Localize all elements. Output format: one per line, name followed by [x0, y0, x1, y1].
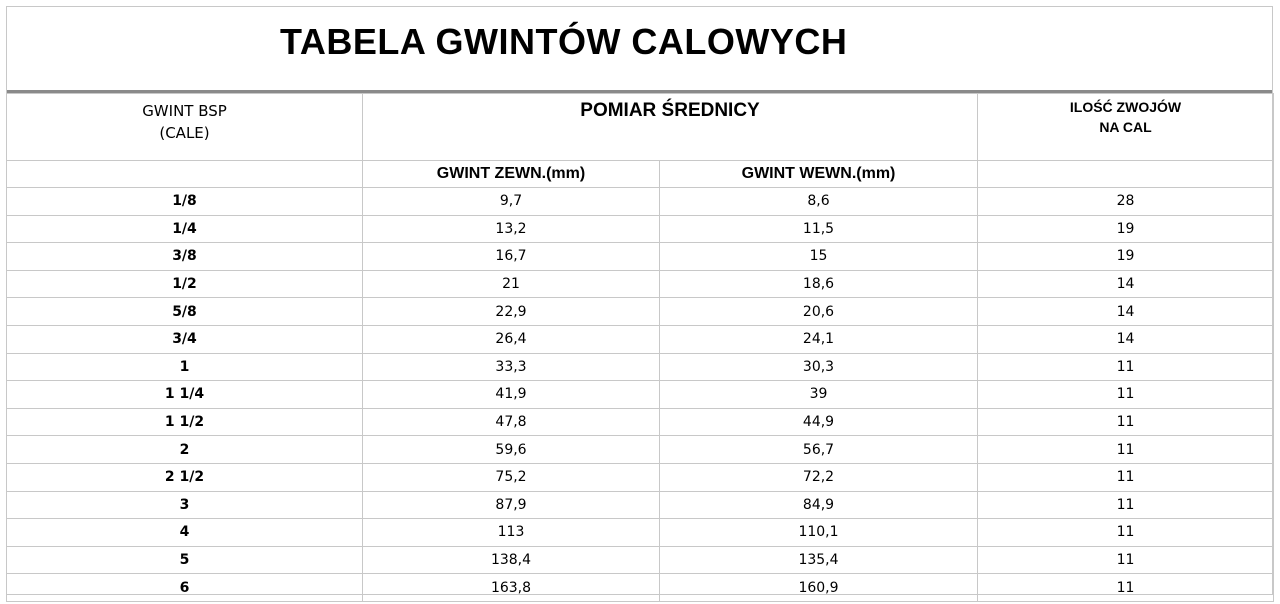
table-row: 4 113 110,1 11: [6, 518, 1274, 547]
cell-tpi: 14: [977, 269, 1274, 299]
cell-zewn: 16,7: [362, 242, 660, 271]
cell-tpi: 11: [977, 545, 1274, 575]
subheader-row: GWINT ZEWN.(mm) GWINT WEWN.(mm): [6, 160, 1274, 188]
title-row: TABELA GWINTÓW CALOWYCH: [7, 7, 1272, 93]
cell-zewn: 13,2: [362, 214, 660, 244]
cell-wewn: 8,6: [659, 187, 978, 216]
cell-bsp: 1 1/4: [6, 380, 363, 409]
cell-zewn: 87,9: [362, 490, 660, 520]
cell-bsp: 4: [6, 518, 363, 547]
cell-bsp: 1/8: [6, 187, 363, 216]
cell-wewn: 18,6: [659, 269, 978, 299]
cell-zewn: 41,9: [362, 380, 660, 409]
cell-bsp: 5: [6, 545, 363, 575]
cell-wewn: 11,5: [659, 214, 978, 244]
cell-tpi: 11: [977, 462, 1274, 492]
header-pomiar: POMIAR ŚREDNICY: [362, 93, 978, 161]
table-row: 1/2 21 18,6 14: [6, 269, 1274, 299]
cell-wewn: 39: [659, 380, 978, 409]
table-row: 5/8 22,9 20,6 14: [6, 297, 1274, 326]
table-row: 3/4 26,4 24,1 14: [6, 324, 1274, 354]
table-row: 1/8 9,7 8,6 28: [6, 187, 1274, 216]
header-ilosc: ILOŚĆ ZWOJÓW NA CAL: [977, 93, 1274, 161]
cell-tpi: 11: [977, 490, 1274, 520]
cell-tpi: 11: [977, 407, 1274, 437]
cell-zewn: 113: [362, 518, 660, 547]
page-title: TABELA GWINTÓW CALOWYCH: [280, 21, 848, 62]
header-bsp-line2: (CALE): [159, 124, 210, 142]
cell-wewn: 72,2: [659, 462, 978, 492]
cell-bsp: 3/8: [6, 242, 363, 271]
cell-bsp: 2 1/2: [6, 462, 363, 492]
cell-wewn: 160,9: [659, 573, 978, 602]
cell-zewn: 163,8: [362, 573, 660, 602]
cell-zewn: 9,7: [362, 187, 660, 216]
cell-tpi: 14: [977, 297, 1274, 326]
cell-zewn: 59,6: [362, 435, 660, 464]
cell-tpi: 11: [977, 518, 1274, 547]
cell-bsp: 1/4: [6, 214, 363, 244]
cell-wewn: 30,3: [659, 352, 978, 382]
subheader-empty: [977, 160, 1274, 188]
cell-tpi: 11: [977, 352, 1274, 382]
cell-bsp: 3/4: [6, 324, 363, 354]
cell-tpi: 28: [977, 187, 1274, 216]
cell-zewn: 33,3: [362, 352, 660, 382]
table-row: 1 1/2 47,8 44,9 11: [6, 407, 1274, 437]
cell-zewn: 22,9: [362, 297, 660, 326]
cell-wewn: 110,1: [659, 518, 978, 547]
header-bsp: GWINT BSP (CALE): [6, 93, 363, 161]
cell-wewn: 24,1: [659, 324, 978, 354]
cell-wewn: 84,9: [659, 490, 978, 520]
cell-tpi: 11: [977, 380, 1274, 409]
cell-zewn: 21: [362, 269, 660, 299]
cell-zewn: 47,8: [362, 407, 660, 437]
cell-bsp: 1: [6, 352, 363, 382]
cell-wewn: 20,6: [659, 297, 978, 326]
cell-bsp: 1 1/2: [6, 407, 363, 437]
header-wewn: GWINT WEWN.(mm): [659, 160, 978, 188]
cell-tpi: 19: [977, 242, 1274, 271]
cell-tpi: 11: [977, 573, 1274, 602]
table-row: 1 33,3 30,3 11: [6, 352, 1274, 382]
header-zewn: GWINT ZEWN.(mm): [362, 160, 660, 188]
table-row: 2 59,6 56,7 11: [6, 435, 1274, 464]
cell-tpi: 11: [977, 435, 1274, 464]
cell-tpi: 19: [977, 214, 1274, 244]
cell-wewn: 135,4: [659, 545, 978, 575]
thread-table-sheet: TABELA GWINTÓW CALOWYCH GWINT BSP (CALE)…: [6, 6, 1274, 602]
header-ilosc-line1: ILOŚĆ ZWOJÓW: [1069, 99, 1182, 115]
table-row: 3/8 16,7 15 19: [6, 242, 1274, 271]
cell-bsp: 6: [6, 573, 363, 602]
cell-zewn: 75,2: [362, 462, 660, 492]
thread-table: GWINT BSP (CALE) POMIAR ŚREDNICY ILOŚĆ Z…: [6, 93, 1274, 602]
table-row: 2 1/2 75,2 72,2 11: [6, 462, 1274, 492]
table-body: 1/8 9,7 8,6 28 1/4 13,2 11,5 19 3/8 16,7 15 19 1/2 21…: [6, 187, 1274, 602]
header-row: GWINT BSP (CALE) POMIAR ŚREDNICY ILOŚĆ Z…: [6, 93, 1274, 161]
cell-bsp: 1/2: [6, 269, 363, 299]
cell-wewn: 15: [659, 242, 978, 271]
header-ilosc-line2: NA CAL: [1099, 119, 1152, 135]
cell-tpi: 14: [977, 324, 1274, 354]
table-row: 3 87,9 84,9 11: [6, 490, 1274, 520]
cell-zewn: 138,4: [362, 545, 660, 575]
cell-wewn: 44,9: [659, 407, 978, 437]
table-row: 5 138,4 135,4 11: [6, 545, 1274, 575]
cell-zewn: 26,4: [362, 324, 660, 354]
table-row: 1 1/4 41,9 39 11: [6, 380, 1274, 409]
table-row: 6 163,8 160,9 11: [6, 573, 1274, 602]
header-bsp-line1: GWINT BSP: [142, 102, 227, 120]
subheader-empty: [6, 160, 363, 188]
cell-bsp: 3: [6, 490, 363, 520]
cell-wewn: 56,7: [659, 435, 978, 464]
table-row: 1/4 13,2 11,5 19: [6, 214, 1274, 244]
cell-bsp: 2: [6, 435, 363, 464]
cell-bsp: 5/8: [6, 297, 363, 326]
